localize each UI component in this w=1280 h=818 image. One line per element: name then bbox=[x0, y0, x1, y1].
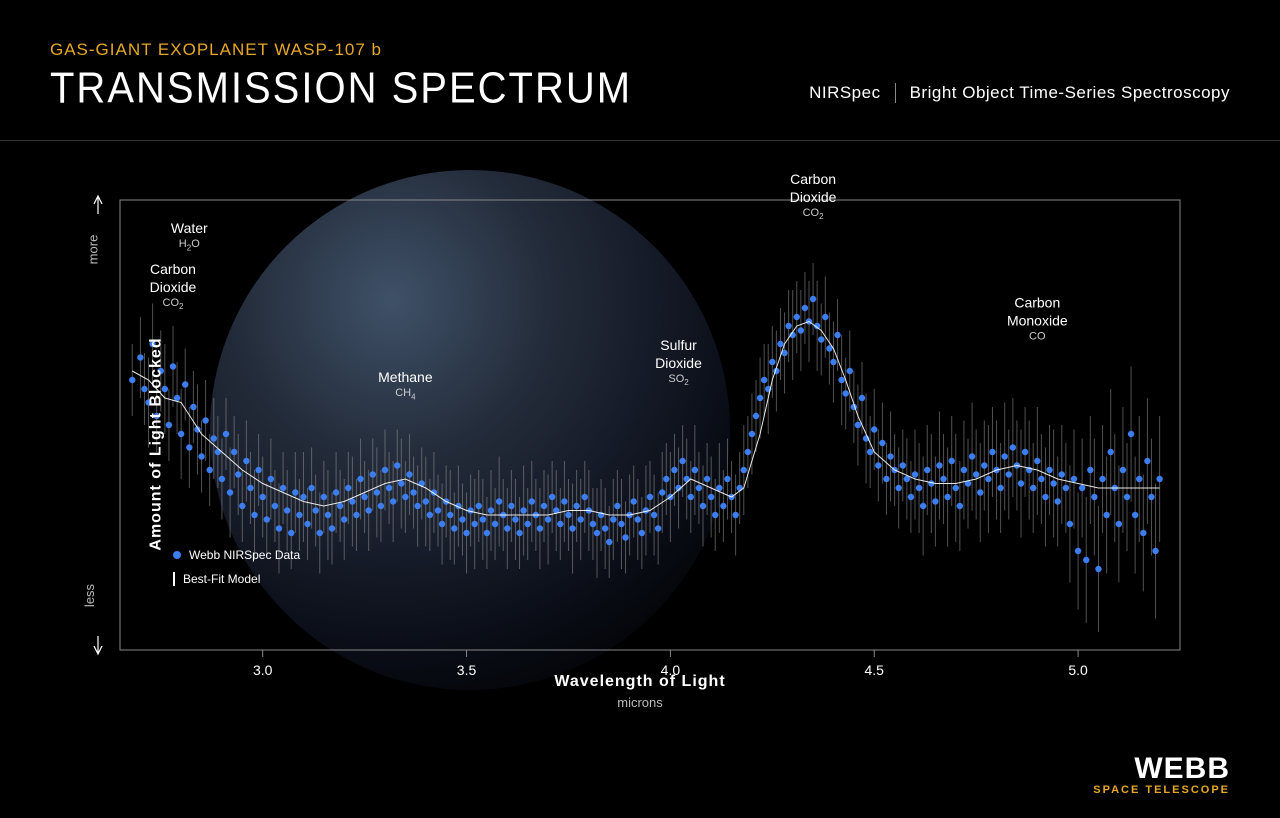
legend-item: Webb NIRSpec Data bbox=[173, 548, 300, 562]
divider-icon bbox=[895, 83, 896, 103]
y-axis-more-label: more bbox=[85, 235, 100, 265]
x-tick-label: 3.5 bbox=[457, 662, 476, 678]
x-tick-label: 4.0 bbox=[661, 662, 680, 678]
x-tick-label: 4.5 bbox=[864, 662, 883, 678]
chart-container: Amount of Light Blocked more less Wavele… bbox=[50, 160, 1230, 728]
instrument-name: NIRSpec bbox=[809, 83, 881, 103]
molecule-annotation: CarbonDioxideCO2 bbox=[150, 260, 197, 313]
molecule-annotation: CarbonDioxideCO2 bbox=[790, 170, 837, 223]
main-title: TRANSMISSION SPECTRUM bbox=[50, 64, 632, 114]
header-rule bbox=[0, 140, 1280, 141]
molecule-annotation: MethaneCH4 bbox=[378, 368, 432, 403]
legend: Webb NIRSpec Data Best-Fit Model bbox=[173, 548, 300, 596]
legend-dot-icon bbox=[173, 551, 181, 559]
instrument-info: NIRSpec Bright Object Time-Series Spectr… bbox=[809, 83, 1230, 111]
subtitle: GAS-GIANT EXOPLANET WASP-107 b bbox=[50, 40, 632, 60]
legend-label: Webb NIRSpec Data bbox=[189, 548, 300, 562]
header: GAS-GIANT EXOPLANET WASP-107 b TRANSMISS… bbox=[50, 40, 1230, 111]
molecule-annotation: SulfurDioxideSO2 bbox=[655, 336, 702, 389]
x-axis-unit: microns bbox=[554, 695, 725, 710]
molecule-annotation: WaterH2O bbox=[171, 219, 208, 254]
molecule-annotation: CarbonMonoxideCO bbox=[1007, 293, 1068, 344]
y-axis-less-label: less bbox=[82, 584, 97, 607]
logo-line1: WEBB bbox=[1093, 752, 1230, 786]
y-axis-label: Amount of Light Blocked bbox=[148, 337, 166, 550]
legend-item: Best-Fit Model bbox=[173, 572, 300, 586]
x-tick-label: 3.0 bbox=[253, 662, 272, 678]
legend-label: Best-Fit Model bbox=[183, 572, 260, 586]
webb-logo: WEBB SPACE TELESCOPE bbox=[1093, 752, 1230, 796]
title-block: GAS-GIANT EXOPLANET WASP-107 b TRANSMISS… bbox=[50, 40, 632, 111]
logo-line2: SPACE TELESCOPE bbox=[1093, 784, 1230, 796]
x-axis-label-block: Wavelength of Light microns bbox=[554, 673, 725, 710]
instrument-mode: Bright Object Time-Series Spectroscopy bbox=[910, 83, 1230, 103]
x-tick-label: 5.0 bbox=[1068, 662, 1087, 678]
spectrum-plot bbox=[50, 160, 1230, 728]
legend-line-icon bbox=[173, 572, 175, 586]
x-axis-label: Wavelength of Light bbox=[554, 673, 725, 691]
